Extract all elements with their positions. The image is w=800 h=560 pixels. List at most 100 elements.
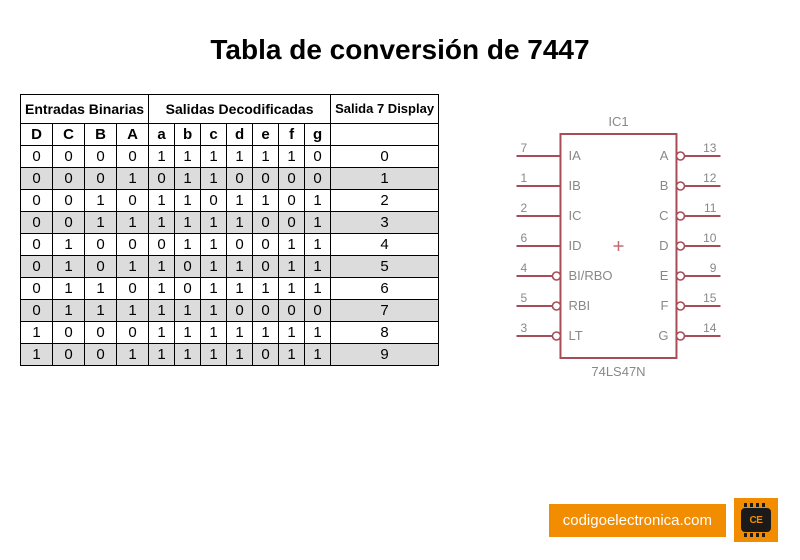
svg-text:ID: ID: [569, 238, 582, 253]
col-header: B: [85, 124, 117, 146]
table-cell: 1: [21, 322, 53, 344]
svg-text:F: F: [661, 298, 669, 313]
content-row: Entradas Binarias Salidas Decodificadas …: [0, 94, 800, 404]
table-cell: 0: [53, 168, 85, 190]
table-cell: 3: [331, 212, 439, 234]
table-cell: 1: [279, 146, 305, 168]
truth-table: Entradas Binarias Salidas Decodificadas …: [20, 94, 439, 366]
table-cell: 1: [149, 190, 175, 212]
table-cell: 1: [201, 300, 227, 322]
svg-text:15: 15: [703, 291, 717, 305]
table-cell: 2: [331, 190, 439, 212]
svg-text:1: 1: [521, 171, 528, 185]
col-header: A: [117, 124, 149, 146]
table-cell: 0: [85, 146, 117, 168]
table-cell: 1: [85, 278, 117, 300]
table-cell: 0: [21, 234, 53, 256]
table-cell: 0: [85, 234, 117, 256]
table-row: 010110110115: [21, 256, 439, 278]
table-body: 0000111111000001011000010010110110120011…: [21, 146, 439, 366]
table-cell: 0: [279, 190, 305, 212]
table-row: 001111110013: [21, 212, 439, 234]
table-cell: 0: [21, 168, 53, 190]
table-cell: 1: [175, 212, 201, 234]
footer-site-label: codigoelectronica.com: [549, 504, 726, 537]
table-cell: 1: [117, 256, 149, 278]
table-cell: 1: [331, 168, 439, 190]
table-cell: 0: [201, 190, 227, 212]
table-cell: 0: [279, 168, 305, 190]
table-cell: 1: [253, 146, 279, 168]
svg-text:A: A: [660, 148, 669, 163]
table-cell: 0: [149, 168, 175, 190]
table-cell: 1: [117, 168, 149, 190]
table-cell: 1: [227, 256, 253, 278]
table-cell: 1: [279, 344, 305, 366]
table-cell: 1: [201, 344, 227, 366]
table-cell: 1: [149, 212, 175, 234]
table-cell: 0: [175, 278, 201, 300]
svg-text:E: E: [660, 268, 669, 283]
table-cell: 1: [175, 168, 201, 190]
col-header: g: [305, 124, 331, 146]
table-cell: 0: [53, 322, 85, 344]
svg-text:2: 2: [521, 201, 528, 215]
table-cell: 0: [21, 300, 53, 322]
table-cell: 1: [175, 344, 201, 366]
display-group-header: Salida 7 Display: [331, 95, 439, 124]
svg-text:11: 11: [704, 201, 717, 215]
table-row: 010001100114: [21, 234, 439, 256]
footer: codigoelectronica.com CE: [549, 498, 778, 542]
table-cell: 0: [85, 322, 117, 344]
table-cell: 0: [21, 146, 53, 168]
table-row: 100011111118: [21, 322, 439, 344]
table-cell: 1: [201, 168, 227, 190]
table-cell: 1: [149, 256, 175, 278]
table-cell: 0: [117, 234, 149, 256]
table-cell: 0: [253, 168, 279, 190]
table-cell: 1: [53, 256, 85, 278]
table-cell: 9: [331, 344, 439, 366]
table-cell: 1: [149, 146, 175, 168]
svg-text:4: 4: [521, 261, 528, 275]
table-cell: 1: [227, 278, 253, 300]
inputs-group-header: Entradas Binarias: [21, 95, 149, 124]
table-cell: 1: [117, 212, 149, 234]
table-cell: 8: [331, 322, 439, 344]
table-row: 000101100001: [21, 168, 439, 190]
table-cell: 1: [201, 234, 227, 256]
table-cell: 1: [175, 322, 201, 344]
table-cell: 6: [331, 278, 439, 300]
table-cell: 1: [117, 344, 149, 366]
col-header: C: [53, 124, 85, 146]
table-cell: 0: [279, 212, 305, 234]
col-header: f: [279, 124, 305, 146]
table-cell: 0: [117, 146, 149, 168]
table-cell: 0: [117, 278, 149, 300]
table-row: 001011011012: [21, 190, 439, 212]
table-cell: 0: [53, 212, 85, 234]
table-cell: 0: [85, 344, 117, 366]
col-header: c: [201, 124, 227, 146]
table-cell: 1: [149, 322, 175, 344]
col-header: b: [175, 124, 201, 146]
table-cell: 1: [305, 344, 331, 366]
svg-text:5: 5: [521, 291, 528, 305]
svg-text:D: D: [659, 238, 668, 253]
svg-text:LT: LT: [569, 328, 583, 343]
svg-text:BI/RBO: BI/RBO: [569, 268, 613, 283]
table-cell: 0: [53, 190, 85, 212]
svg-text:G: G: [658, 328, 668, 343]
table-cell: 1: [279, 322, 305, 344]
table-cell: 1: [253, 322, 279, 344]
table-cell: 0: [149, 234, 175, 256]
table-cell: 0: [117, 322, 149, 344]
table-cell: 0: [53, 146, 85, 168]
table-row: 011111100007: [21, 300, 439, 322]
col-header: D: [21, 124, 53, 146]
table-cell: 0: [175, 256, 201, 278]
table-cell: 1: [279, 278, 305, 300]
table-cell: 1: [85, 190, 117, 212]
table-cell: 0: [227, 168, 253, 190]
svg-text:9: 9: [710, 261, 717, 275]
